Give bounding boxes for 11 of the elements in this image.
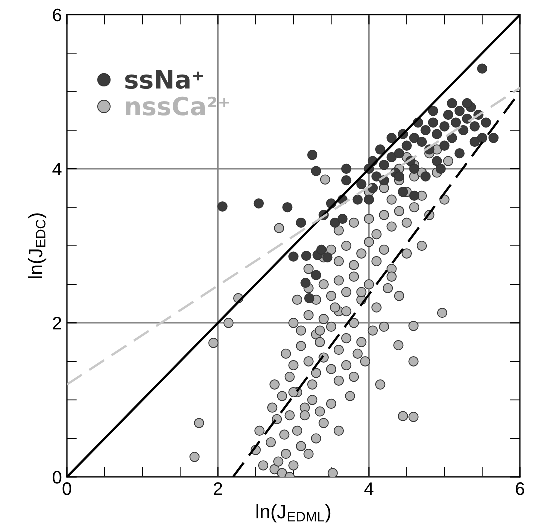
legend-label: ssNa⁺ [125,70,204,90]
x-tick-label: 2 [214,482,222,496]
y-tick-label: 2 [53,317,62,330]
y-tick-label: 4 [52,163,62,176]
y-axis-title: ln(J$_{EDC}$) [28,214,47,278]
x-tick-label: 4 [364,482,374,496]
x-axis-title: ln(J$_{EDML}$) [256,504,331,523]
y-tick-label: 6 [53,8,62,22]
x-tick-label: 0 [62,482,72,496]
y-tick-label: 0 [52,471,62,484]
x-tick-label: 6 [516,482,524,496]
